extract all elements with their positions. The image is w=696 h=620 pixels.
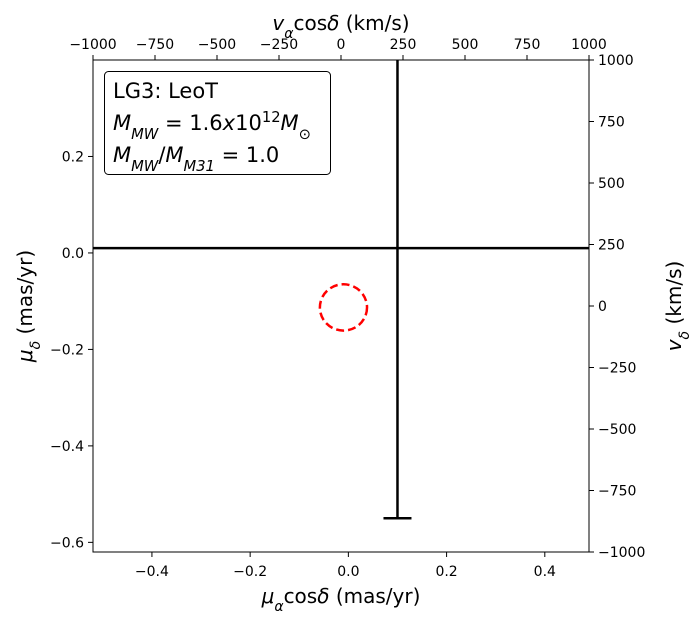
text-segment: MW (131, 126, 159, 143)
x2-axis-label: vαcosδ (km/s) (272, 11, 409, 42)
y-tick-label: −0.4 (50, 439, 84, 455)
y2-tick-label: 250 (598, 238, 625, 254)
text-segment: μ (13, 349, 37, 363)
text-segment: / (158, 143, 166, 167)
y-axis-label: μδ (mas/yr) (13, 250, 44, 363)
text-segment: v (662, 338, 686, 351)
x-tick-label: 0.4 (534, 564, 556, 580)
x-tick-label: −0.4 (135, 564, 169, 580)
text-segment: ⊙ (299, 126, 311, 143)
y2-tick-label: −1000 (598, 545, 645, 561)
text-segment: M31 (184, 158, 215, 175)
text-segment: (mas/yr) (329, 584, 420, 608)
text-segment: (km/s) (662, 261, 686, 331)
text-segment: 10 (235, 111, 262, 135)
text-segment: LG3: LeoT (113, 79, 218, 103)
x-axis-label: μαcosδ (mas/yr) (261, 584, 421, 615)
text-segment: (km/s) (339, 11, 409, 35)
text-segment: MW (131, 158, 159, 175)
annotation-line: LG3: LeoT (113, 79, 218, 103)
x-tick-label: −0.2 (233, 564, 267, 580)
y-tick-label: −0.6 (50, 535, 84, 551)
x-tick-label: 0.0 (337, 564, 359, 580)
y-tick-label: 0.2 (62, 149, 84, 165)
x2-tick-label: 750 (514, 37, 541, 53)
text-segment: v (272, 11, 285, 35)
x-tick-label: 0.2 (435, 564, 457, 580)
y2-tick-label: 0 (598, 299, 607, 315)
text-segment: = 1.6 (158, 111, 222, 135)
text-segment: M (281, 111, 299, 135)
text-segment: δ (327, 11, 339, 35)
annotation-line: MMW = 1.6x1012M⊙ (113, 109, 311, 143)
x2-tick-label: −500 (198, 37, 236, 53)
x2-tick-label: −750 (136, 37, 174, 53)
x2-tick-label: 500 (452, 37, 479, 53)
x2-tick-label: 250 (390, 37, 417, 53)
y2-tick-label: 1000 (598, 53, 634, 69)
text-segment: (mas/yr) (13, 250, 37, 341)
y2-tick-label: −500 (598, 422, 636, 438)
x2-tick-label: −250 (260, 37, 298, 53)
plot-area (93, 60, 589, 519)
text-segment: α (284, 26, 294, 42)
text-segment: δ (677, 331, 693, 340)
x2-tick-label: −1000 (69, 37, 116, 53)
y2-tick-label: 750 (598, 115, 625, 131)
text-segment: M (113, 143, 131, 167)
x2-tick-label: 1000 (571, 37, 607, 53)
text-segment: M (165, 143, 183, 167)
text-segment: cos (293, 11, 327, 35)
text-segment: = 1.0 (215, 143, 279, 167)
text-segment: 12 (262, 109, 281, 126)
text-segment: x (222, 111, 236, 135)
y2-tick-label: 500 (598, 176, 625, 192)
text-segment: δ (28, 341, 44, 350)
y-tick-label: −0.2 (50, 342, 84, 358)
region-circle (318, 283, 369, 332)
text-segment: δ (317, 584, 329, 608)
text-segment: μ (261, 584, 275, 608)
text-segment: α (274, 599, 284, 615)
y2-tick-label: −250 (598, 361, 636, 377)
x2-tick-label: 0 (337, 37, 346, 53)
y-tick-label: 0.0 (62, 246, 84, 262)
y2-tick-label: −750 (598, 484, 636, 500)
annotation-box (104, 71, 331, 175)
text-segment: M (113, 111, 131, 135)
annotation-line: MMW/MM31 = 1.0 (113, 143, 279, 175)
y2-axis-label: vδ (km/s) (662, 261, 693, 352)
text-segment: cos (284, 584, 318, 608)
